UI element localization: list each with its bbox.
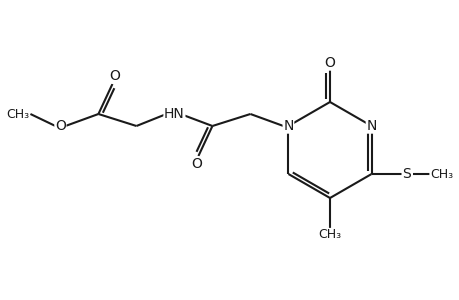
Text: HN: HN bbox=[164, 107, 185, 121]
Text: N: N bbox=[283, 119, 293, 133]
Text: CH₃: CH₃ bbox=[429, 167, 452, 181]
Text: S: S bbox=[401, 167, 410, 181]
Text: CH₃: CH₃ bbox=[6, 107, 29, 121]
Text: CH₃: CH₃ bbox=[318, 229, 341, 242]
Text: O: O bbox=[109, 69, 120, 83]
Text: O: O bbox=[55, 119, 66, 133]
Text: O: O bbox=[324, 56, 335, 70]
Text: N: N bbox=[365, 119, 376, 133]
Text: O: O bbox=[190, 157, 202, 171]
